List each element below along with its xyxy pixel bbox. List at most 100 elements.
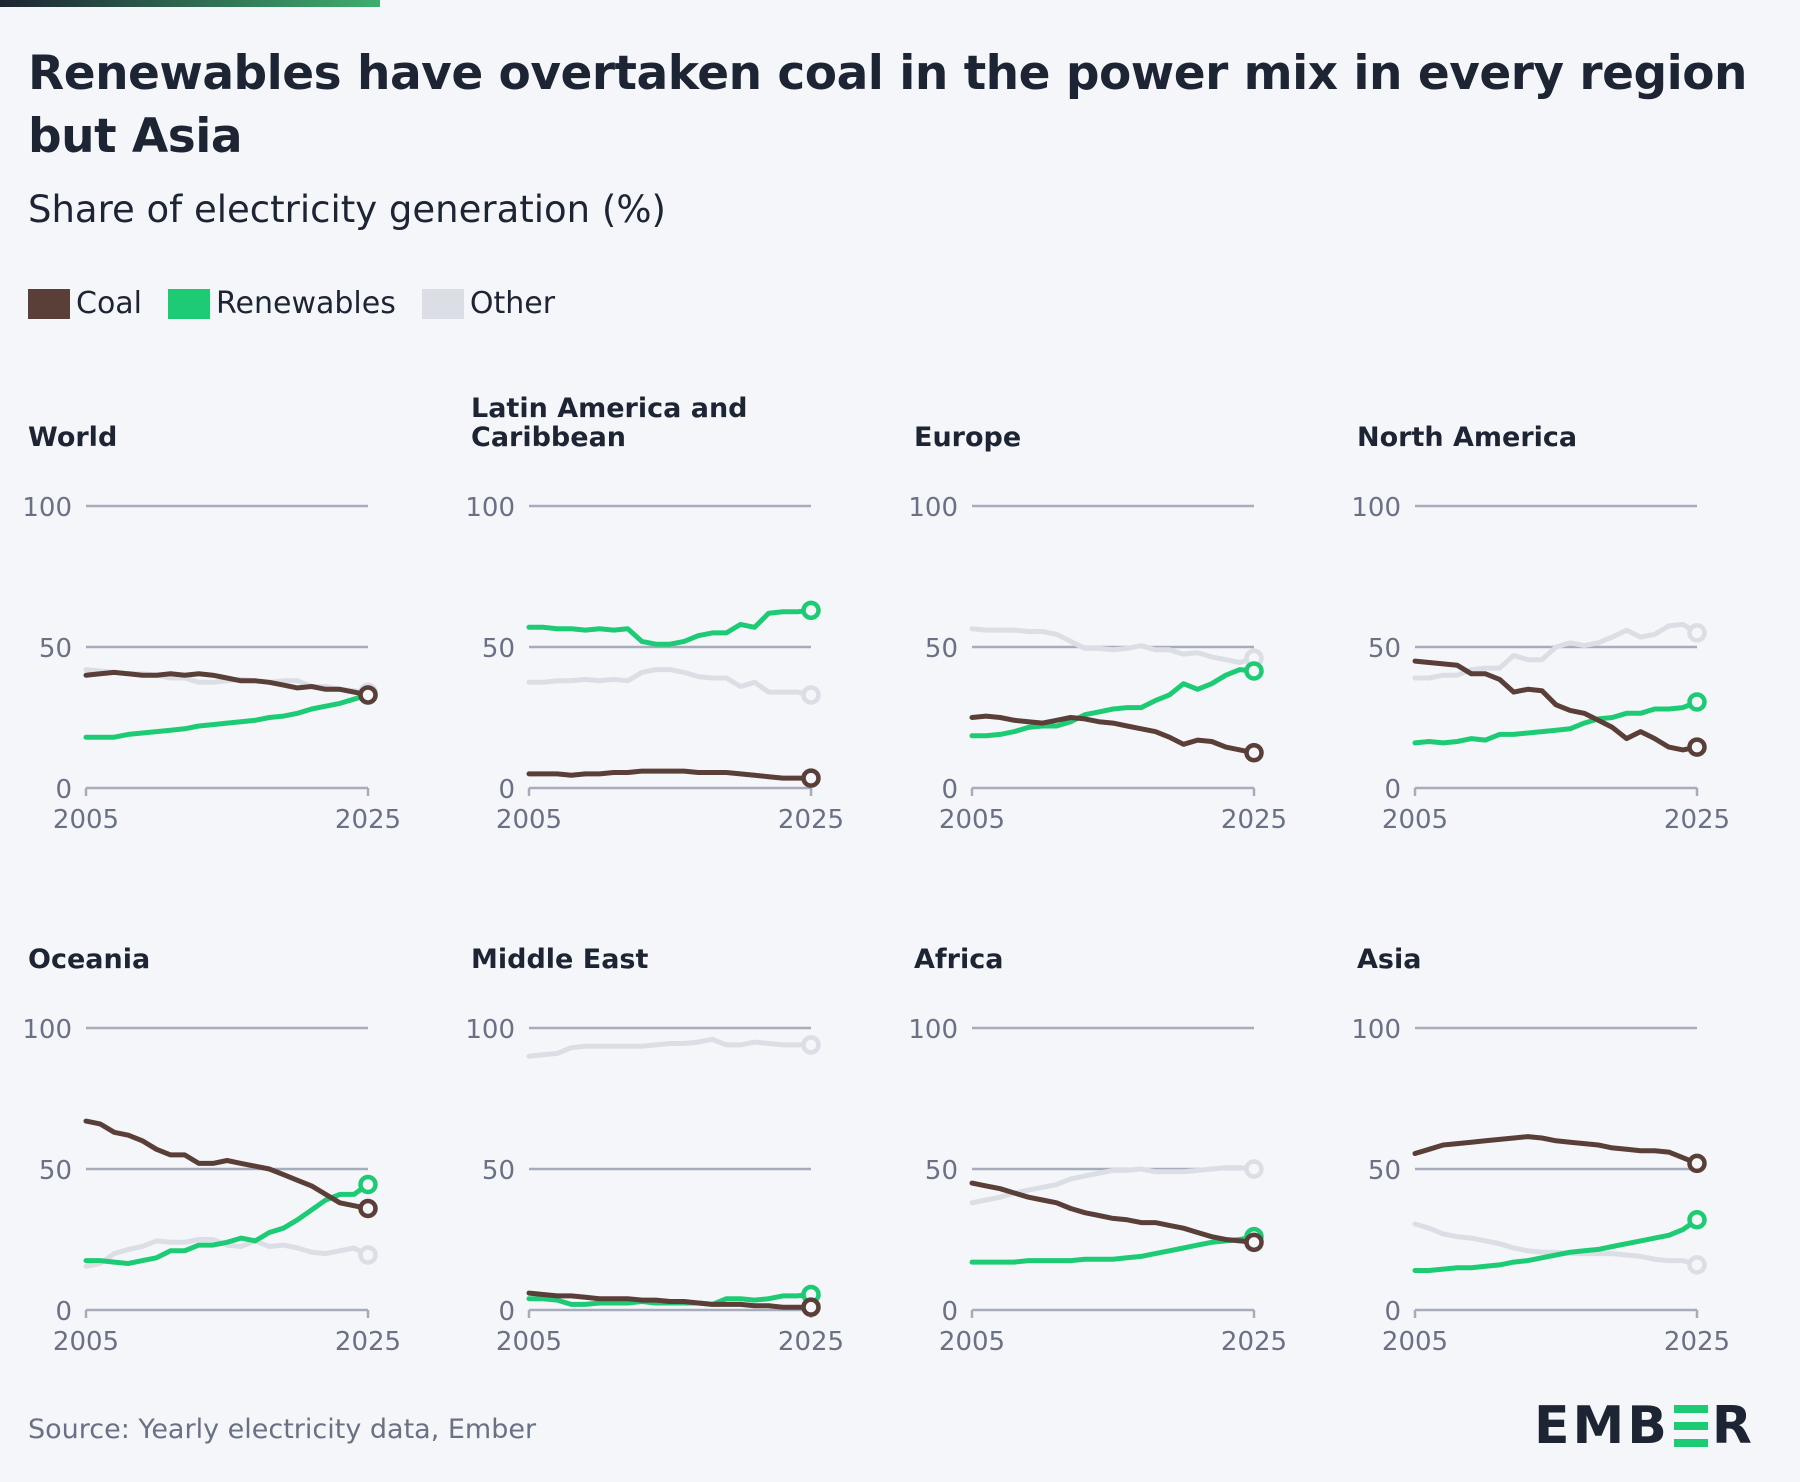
- series-end-marker-other: [1244, 1159, 1264, 1179]
- series-line-renewables: [969, 667, 1257, 739]
- y-tick-label: 50: [1368, 1156, 1401, 1186]
- panel-title: North America: [1357, 422, 1577, 453]
- x-tick-label: 2005: [939, 805, 1005, 835]
- series-end-marker-renewables: [1687, 692, 1707, 712]
- y-tick-label: 100: [22, 1015, 72, 1045]
- panel-europe: Europe 0 50 100 2005 2025: [908, 422, 1287, 835]
- panel-africa: Africa 0 50 100 2005 2025: [908, 944, 1287, 1357]
- y-tick-label: 50: [39, 1156, 72, 1186]
- y-tick-label: 100: [465, 493, 515, 523]
- series-end-marker-other: [1687, 1255, 1707, 1275]
- y-tick-label: 0: [1384, 1297, 1401, 1327]
- y-tick-label: 0: [1384, 775, 1401, 805]
- y-tick-label: 50: [482, 634, 515, 664]
- legend-label-other: Other: [469, 286, 556, 321]
- x-tick-label: 2025: [335, 805, 401, 835]
- panel-north-america: North America 0 50 100 2005 2025: [1351, 422, 1730, 835]
- x-tick-label: 2025: [335, 1327, 401, 1357]
- x-tick-label: 2025: [1664, 805, 1730, 835]
- panel-title: Latin America and Caribbean: [471, 393, 748, 453]
- series-end-marker-coal: [1244, 1232, 1264, 1253]
- series-end-marker-other: [1687, 623, 1707, 643]
- y-tick-label: 0: [941, 775, 958, 805]
- series-line-coal: [969, 1180, 1257, 1245]
- series-line-renewables: [526, 607, 814, 647]
- x-tick-label: 2005: [496, 1327, 562, 1357]
- series-line-coal: [83, 1118, 371, 1211]
- legend-label-renewables: Renewables: [216, 286, 396, 321]
- series-line-coal: [969, 713, 1257, 756]
- logo-e-bars-icon: [1673, 1405, 1708, 1447]
- y-tick-label: 100: [1351, 1015, 1401, 1045]
- y-tick-label: 0: [941, 1297, 958, 1327]
- x-tick-label: 2025: [1221, 1327, 1287, 1357]
- panel-title: Middle East: [471, 944, 648, 975]
- series-end-marker-renewables: [1244, 661, 1264, 681]
- legend-item-other: Other: [421, 286, 556, 321]
- x-tick-label: 2005: [496, 805, 562, 835]
- source-note: Source: Yearly electricity data, Ember: [28, 1414, 537, 1445]
- series-end-marker-renewables: [1687, 1210, 1707, 1230]
- series-end-marker-coal: [358, 1198, 378, 1219]
- series-end-marker-renewables: [801, 600, 821, 621]
- panel-title: Europe: [914, 422, 1021, 453]
- y-tick-label: 50: [1368, 634, 1401, 664]
- series-line-other: [969, 626, 1257, 665]
- legend-swatch-other: [421, 288, 464, 319]
- y-tick-label: 100: [908, 1015, 958, 1045]
- panel-title: Oceania: [28, 944, 150, 975]
- series-end-marker-renewables: [358, 1174, 378, 1195]
- series-line-other: [1412, 621, 1700, 681]
- top-accent-bar: [0, 0, 380, 7]
- series-line-other: [526, 1036, 814, 1059]
- series-line-renewables: [1412, 699, 1700, 746]
- y-tick-label: 50: [482, 1156, 515, 1186]
- chart-subtitle: Share of electricity generation (%): [28, 188, 666, 231]
- y-tick-label: 100: [465, 1015, 515, 1045]
- series-line-renewables: [969, 1234, 1257, 1265]
- y-tick-label: 50: [39, 634, 72, 664]
- series-line-other: [83, 1237, 371, 1269]
- series-line-coal: [83, 669, 371, 698]
- series-line-renewables: [83, 1182, 371, 1266]
- series-line-other: [969, 1165, 1257, 1206]
- chart-title: Renewables have overtaken coal in the po…: [28, 46, 1747, 164]
- series-end-marker-coal: [801, 1297, 821, 1317]
- x-tick-label: 2005: [1382, 805, 1448, 835]
- x-tick-label: 2005: [53, 805, 119, 835]
- series-end-marker-coal: [358, 685, 378, 705]
- legend-swatch-renewables: [168, 288, 211, 319]
- y-tick-label: 0: [55, 1297, 72, 1327]
- series-line-renewables: [83, 692, 371, 740]
- series-line-coal: [1412, 1134, 1700, 1166]
- series-line-coal: [1412, 658, 1700, 753]
- panel-latin-america-and-caribbean: Latin America and Caribbean 0 50 100 2005 2025: [465, 393, 844, 835]
- y-tick-label: 100: [22, 493, 72, 523]
- legend: Coal Renewables Other: [28, 286, 581, 321]
- legend-swatch-coal: [28, 288, 70, 319]
- panel-middle-east: Middle East 0 50 100 2005 2025: [465, 944, 844, 1357]
- x-tick-label: 2025: [778, 1327, 844, 1357]
- y-tick-label: 100: [1351, 493, 1401, 523]
- y-tick-label: 50: [925, 634, 958, 664]
- series-end-marker-coal: [1687, 737, 1707, 757]
- x-tick-label: 2005: [1382, 1327, 1448, 1357]
- y-tick-label: 0: [498, 775, 515, 805]
- series-line-renewables: [1412, 1217, 1700, 1273]
- series-end-marker-coal: [1244, 743, 1264, 763]
- logo-text-left: EMB: [1534, 1396, 1670, 1456]
- x-tick-label: 2025: [778, 805, 844, 835]
- series-end-marker-other: [358, 1245, 378, 1265]
- legend-label-coal: Coal: [76, 286, 143, 321]
- panel-asia: Asia 0 50 100 2005 2025: [1351, 944, 1730, 1357]
- series-line-other: [526, 667, 814, 698]
- panel-title: Asia: [1357, 944, 1421, 975]
- panel-title: World: [28, 422, 117, 453]
- y-tick-label: 50: [925, 1156, 958, 1186]
- logo-text-right: R: [1711, 1396, 1755, 1456]
- legend-item-coal: Coal: [28, 286, 142, 321]
- series-end-marker-coal: [1687, 1153, 1707, 1174]
- x-tick-label: 2025: [1221, 805, 1287, 835]
- y-tick-label: 0: [55, 775, 72, 805]
